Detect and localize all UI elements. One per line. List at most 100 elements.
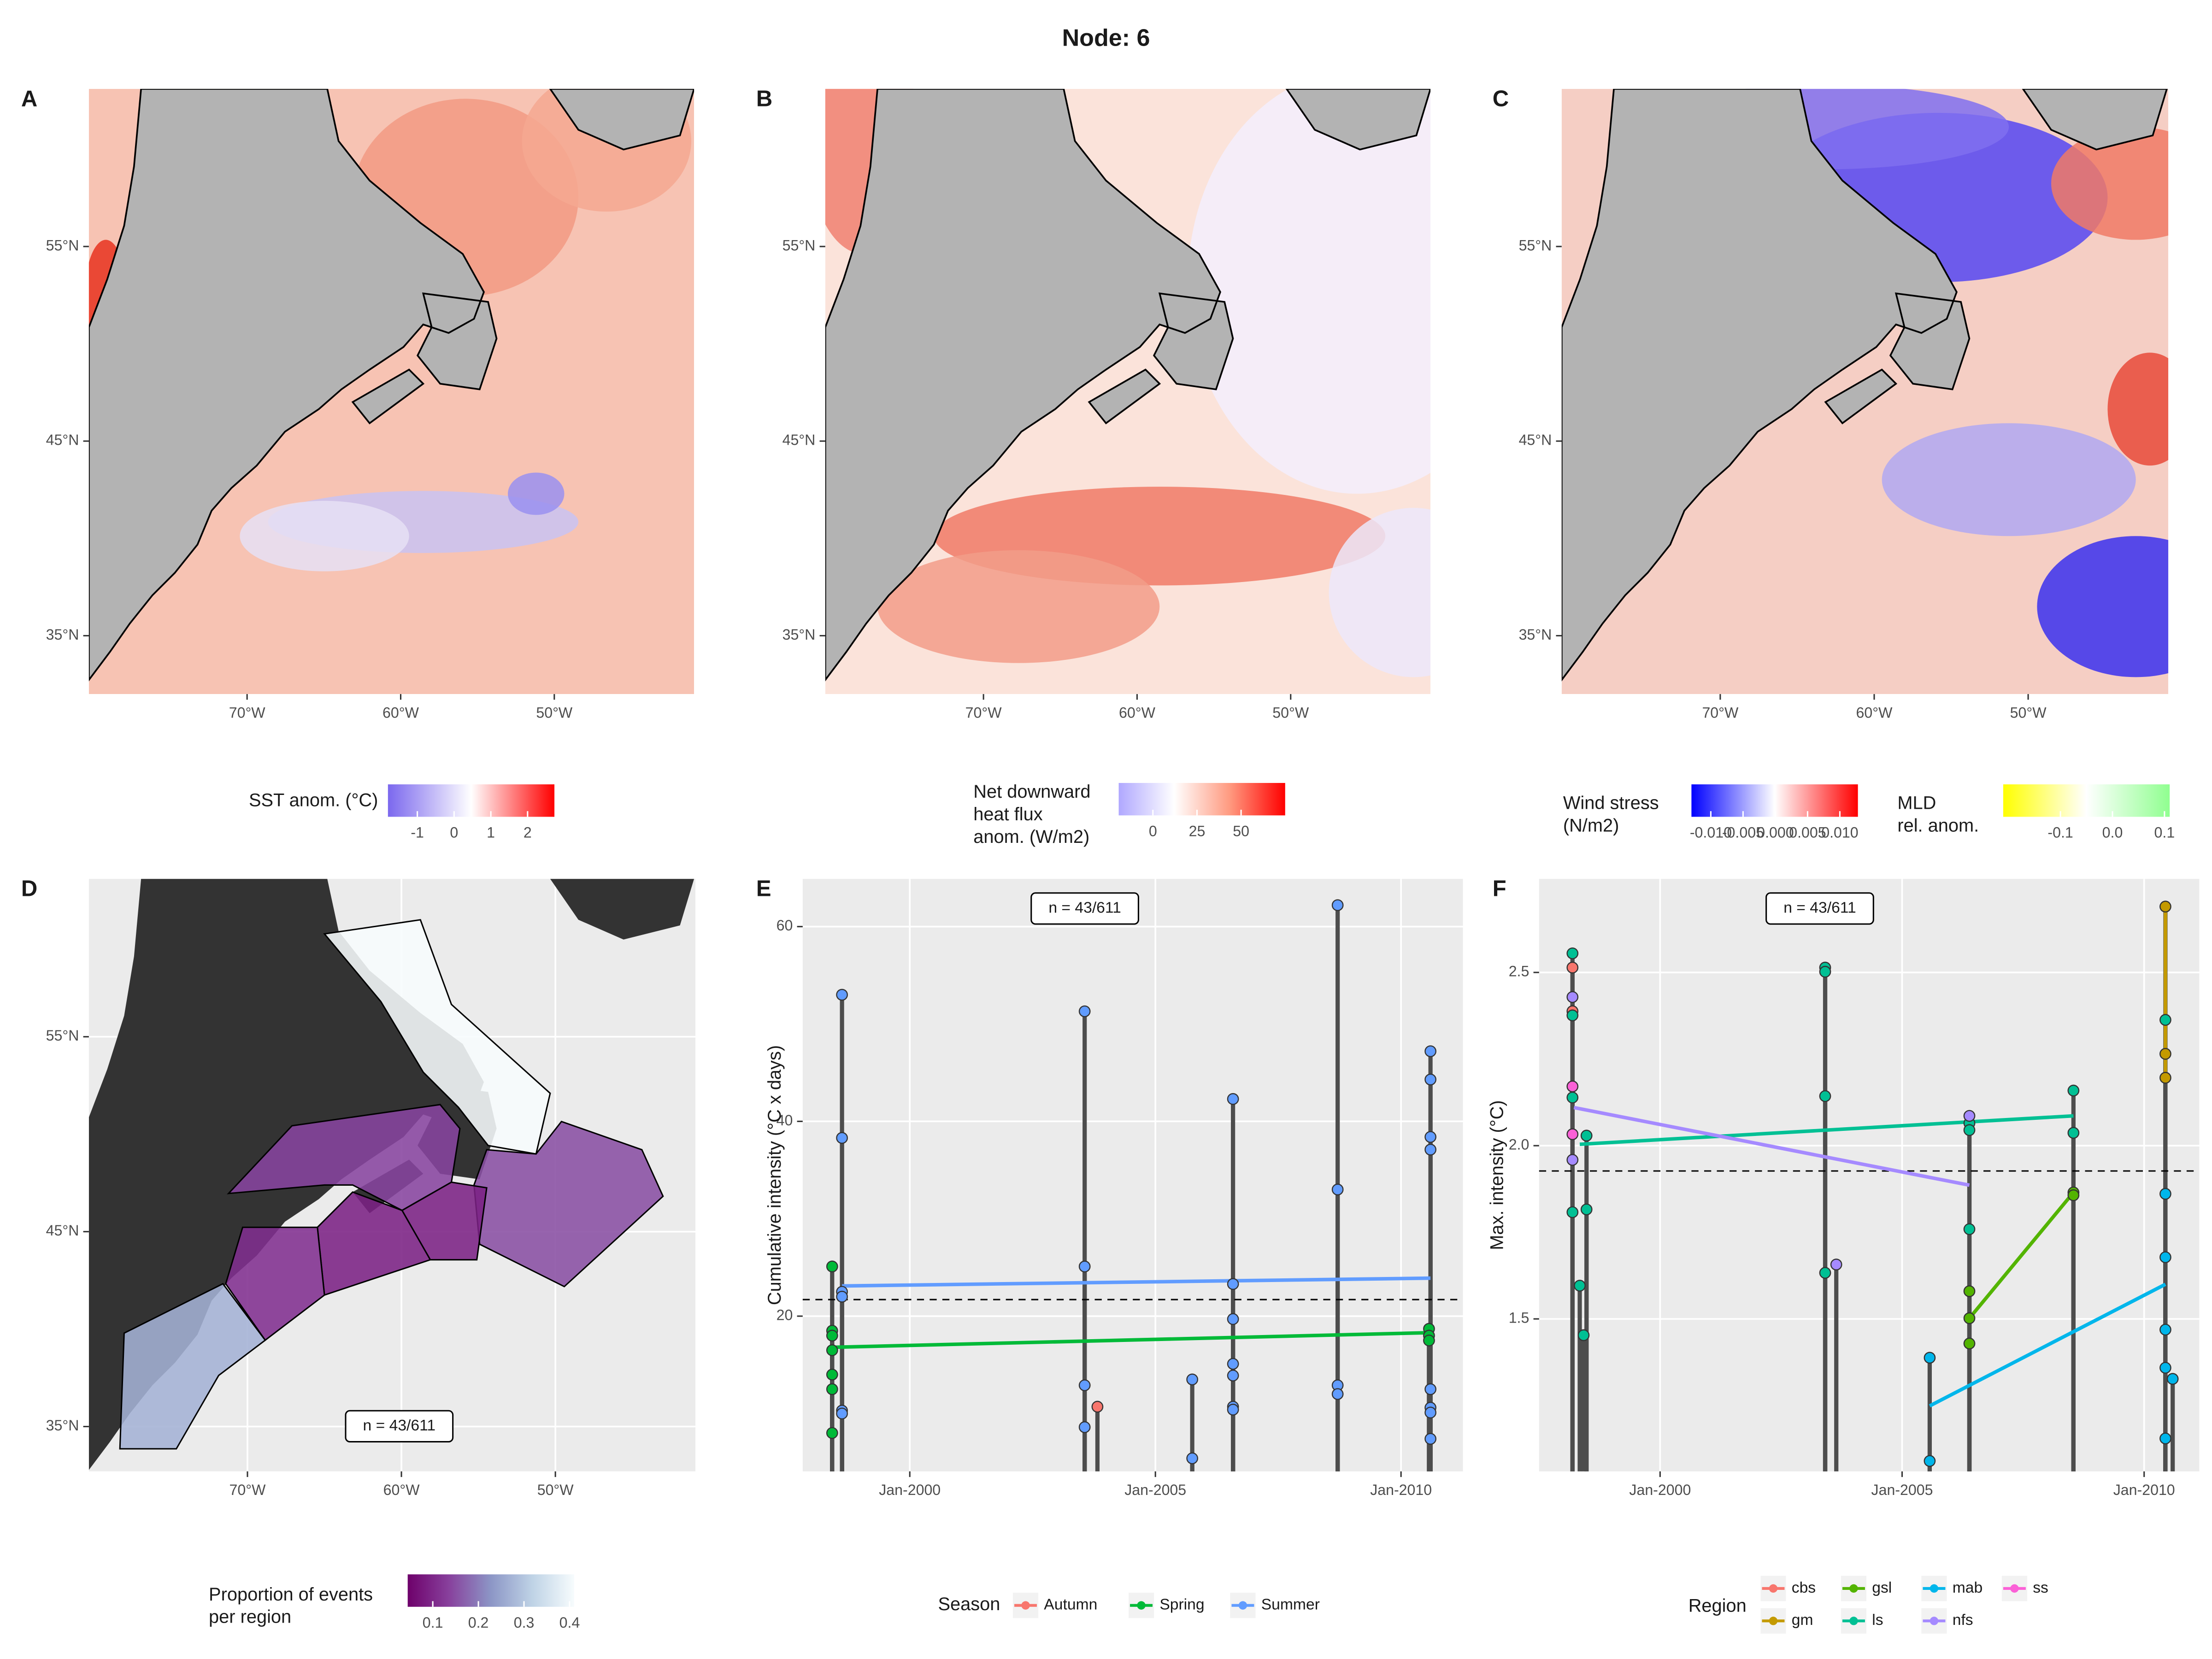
legend-label: Autumn [1044,1596,1097,1613]
point [1580,1203,1593,1216]
trend-line [1929,1282,2166,1408]
point [1566,1128,1579,1141]
y-tick-label: 55°N [46,237,79,253]
legend-title: rel. anom. [1897,815,1979,835]
y-tick-label: 35°N [46,1417,79,1434]
y-axis-title: Cumulative intensity (°C x days) [765,1045,785,1305]
point [2159,1047,2171,1060]
point [1924,1352,1936,1364]
point [1566,1009,1579,1022]
colorbar-tick-label: 0.000 [1757,824,1794,841]
point [826,1344,838,1356]
colorbar-tick-label: 1 [487,824,495,841]
y-tick-label: 55°N [782,237,816,253]
map-area [825,88,1431,694]
x-tick-label: Jan-2005 [1871,1482,1933,1498]
colorbar [388,784,555,817]
y-tick-label: 45°N [782,432,816,448]
point [1424,1433,1436,1445]
map-area [88,88,694,694]
point [2067,1127,2080,1139]
point [1078,1260,1091,1273]
annotation: n = 43/611 [363,1417,436,1434]
trend-line [832,1331,1430,1349]
point [1819,1267,1831,1279]
annotation-box [1765,892,1874,925]
colorbar-tick-label: 0.3 [514,1614,535,1631]
point [1963,1110,1976,1122]
point [1423,1334,1435,1347]
colorbar-tick-label: 0.1 [423,1614,443,1631]
legend-key-dot [1021,1601,1030,1610]
y-tick-label: 55°N [1519,237,1552,253]
point [1963,1223,1976,1235]
annotation: n = 43/611 [1048,899,1121,916]
legend-label: cbs [1792,1579,1816,1596]
point [826,1330,838,1342]
colorbar-tick-label: 0.2 [468,1614,489,1631]
point [1331,1183,1344,1196]
field-pattern [508,472,565,515]
legend-key-dot [1769,1617,1778,1625]
panel-label: F [1493,877,1506,901]
point [1227,1313,1239,1325]
plot-background [802,879,1463,1471]
point [836,988,848,1001]
point [1566,1080,1579,1093]
legend-label: gsl [1872,1579,1892,1596]
panel-label: C [1493,86,1509,111]
colorbar-tick-label: 0.005 [1789,824,1826,841]
y-tick-label: 35°N [782,626,816,643]
legend-title: heat flux [973,804,1042,824]
legend-label: mab [1953,1579,1983,1596]
colorbar [2003,784,2170,817]
x-tick-label: 70°W [965,704,1002,721]
colorbar-tick-label: 0.1 [2154,824,2175,841]
x-tick-label: Jan-2000 [879,1482,941,1498]
field-pattern [2107,353,2169,466]
point [1566,991,1579,1003]
legend-title: Wind stress [1563,793,1659,813]
land [88,88,694,682]
y-axis-title: Max. intensity (°C) [1487,1100,1507,1250]
point [826,1427,838,1439]
point [1819,1090,1831,1102]
x-tick-label: Jan-2005 [1124,1482,1186,1498]
colorbar-tick-label: 25 [1189,823,1206,840]
legend-label: ls [1872,1612,1883,1629]
legend-title: SST anom. (°C) [249,790,378,810]
legend-key-dot [1238,1601,1247,1610]
y-tick-label: 2.5 [1509,963,1530,980]
field-pattern [877,550,1160,663]
point [1078,1379,1091,1391]
point [1424,1131,1436,1143]
y-tick-label: 45°N [46,1222,79,1239]
point [2159,900,2171,913]
x-tick-label: 60°W [383,1482,420,1498]
point [1566,1091,1579,1104]
map-area [1561,88,2169,694]
point [1566,947,1579,959]
colorbar-tick-label: 0 [450,824,458,841]
point [2159,1071,2171,1084]
colorbar-tick-label: 0.0 [2102,824,2123,841]
point [1227,1093,1239,1105]
legend-key-dot [1769,1584,1778,1593]
x-tick-label: 60°W [382,704,419,721]
legend-title: Region [1688,1595,1747,1616]
point [1963,1337,1976,1350]
land [1561,88,2168,682]
legend-label: gm [1792,1612,1813,1629]
colorbar [1118,782,1285,816]
panel-label: E [756,877,771,901]
field-pattern [2037,536,2169,677]
legend-key-dot [1849,1617,1858,1625]
point [1424,1406,1436,1419]
point [836,1132,848,1144]
land [825,88,1431,682]
y-tick-label: 35°N [46,626,79,643]
point [1078,1005,1091,1018]
point [1566,1154,1579,1166]
colorbar-tick-label: 0.010 [1821,824,1858,841]
point [1424,1383,1436,1395]
